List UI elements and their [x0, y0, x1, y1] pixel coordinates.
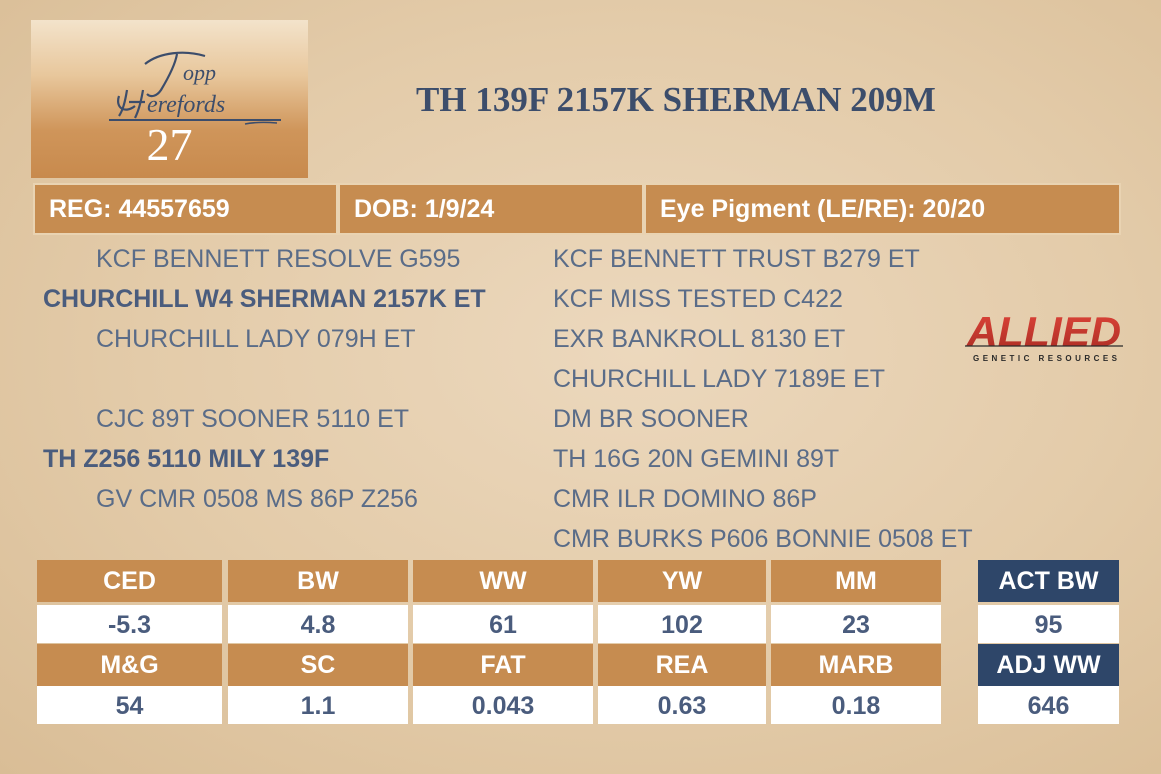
epd-value-yw: 102 — [598, 605, 766, 643]
allied-genetic-resources-logo: ALLIED GENETIC RESOURCES — [965, 308, 1123, 363]
pedigree-right-item: EXR BANKROLL 8130 ET — [553, 325, 846, 353]
epd-header-marb: MARB — [771, 644, 941, 686]
act-bw-header: ACT BW — [978, 560, 1119, 602]
pedigree-right-item: KCF MISS TESTED C422 — [553, 285, 843, 313]
pedigree-sire-sire: KCF BENNETT RESOLVE G595 — [96, 245, 461, 273]
epd-header-ww: WW — [413, 560, 593, 602]
pedigree-dam-dam: GV CMR 0508 MS 86P Z256 — [96, 485, 418, 513]
svg-text:GENETIC RESOURCES: GENETIC RESOURCES — [973, 354, 1118, 363]
epd-header-rea: REA — [598, 644, 766, 686]
epd-value-rea: 0.63 — [598, 686, 766, 724]
pedigree-dam-sire: CJC 89T SOONER 5110 ET — [96, 405, 410, 433]
svg-text:opp: opp — [183, 60, 216, 85]
epd-header-sc: SC — [228, 644, 408, 686]
epd-value-mg: 54 — [37, 686, 222, 724]
epd-header-yw: YW — [598, 560, 766, 602]
lot-number: 27 — [146, 119, 193, 170]
pedigree-dam: TH Z256 5110 MILY 139F — [43, 445, 330, 473]
pedigree-right-item: DM BR SOONER — [553, 405, 749, 433]
svg-text:ALLIED: ALLIED — [966, 308, 1121, 355]
epd-value-sc: 1.1 — [228, 686, 408, 724]
epd-value-marb: 0.18 — [771, 686, 941, 724]
svg-text:erefords: erefords — [147, 92, 225, 118]
adj-ww-header: ADJ WW — [978, 644, 1119, 686]
dob-cell: DOB: 1/9/24 — [338, 183, 644, 235]
animal-name-title: TH 139F 2157K SHERMAN 209M — [416, 80, 936, 119]
act-bw-value: 95 — [978, 605, 1119, 643]
pedigree-right-item: KCF BENNETT TRUST B279 ET — [553, 245, 920, 273]
registration-cell: REG: 44557659 — [33, 183, 338, 235]
epd-header-ced: CED — [37, 560, 222, 602]
pedigree-right-item: CMR BURKS P606 BONNIE 0508 ET — [553, 525, 973, 553]
epd-value-mm: 23 — [771, 605, 941, 643]
pedigree-right-item: CHURCHILL LADY 7189E ET — [553, 365, 886, 393]
epd-header-mm: MM — [771, 560, 941, 602]
epd-value-ced: -5.3 — [37, 605, 222, 643]
eye-pigment-cell: Eye Pigment (LE/RE): 20/20 — [644, 183, 1121, 235]
pedigree-sire-dam: CHURCHILL LADY 079H ET — [96, 325, 416, 353]
epd-header-bw: BW — [228, 560, 408, 602]
topp-herefords-logo: opp erefords — [109, 51, 281, 125]
epd-header-fat: FAT — [413, 644, 593, 686]
logo-block: opp erefords 27 — [31, 20, 308, 178]
adj-ww-value: 646 — [978, 686, 1119, 724]
epd-value-ww: 61 — [413, 605, 593, 643]
pedigree-right-item: TH 16G 20N GEMINI 89T — [553, 445, 840, 473]
epd-value-bw: 4.8 — [228, 605, 408, 643]
pedigree-sire: CHURCHILL W4 SHERMAN 2157K ET — [43, 285, 486, 313]
epd-value-fat: 0.043 — [413, 686, 593, 724]
pedigree-right-item: CMR ILR DOMINO 86P — [553, 485, 817, 513]
epd-header-mg: M&G — [37, 644, 222, 686]
